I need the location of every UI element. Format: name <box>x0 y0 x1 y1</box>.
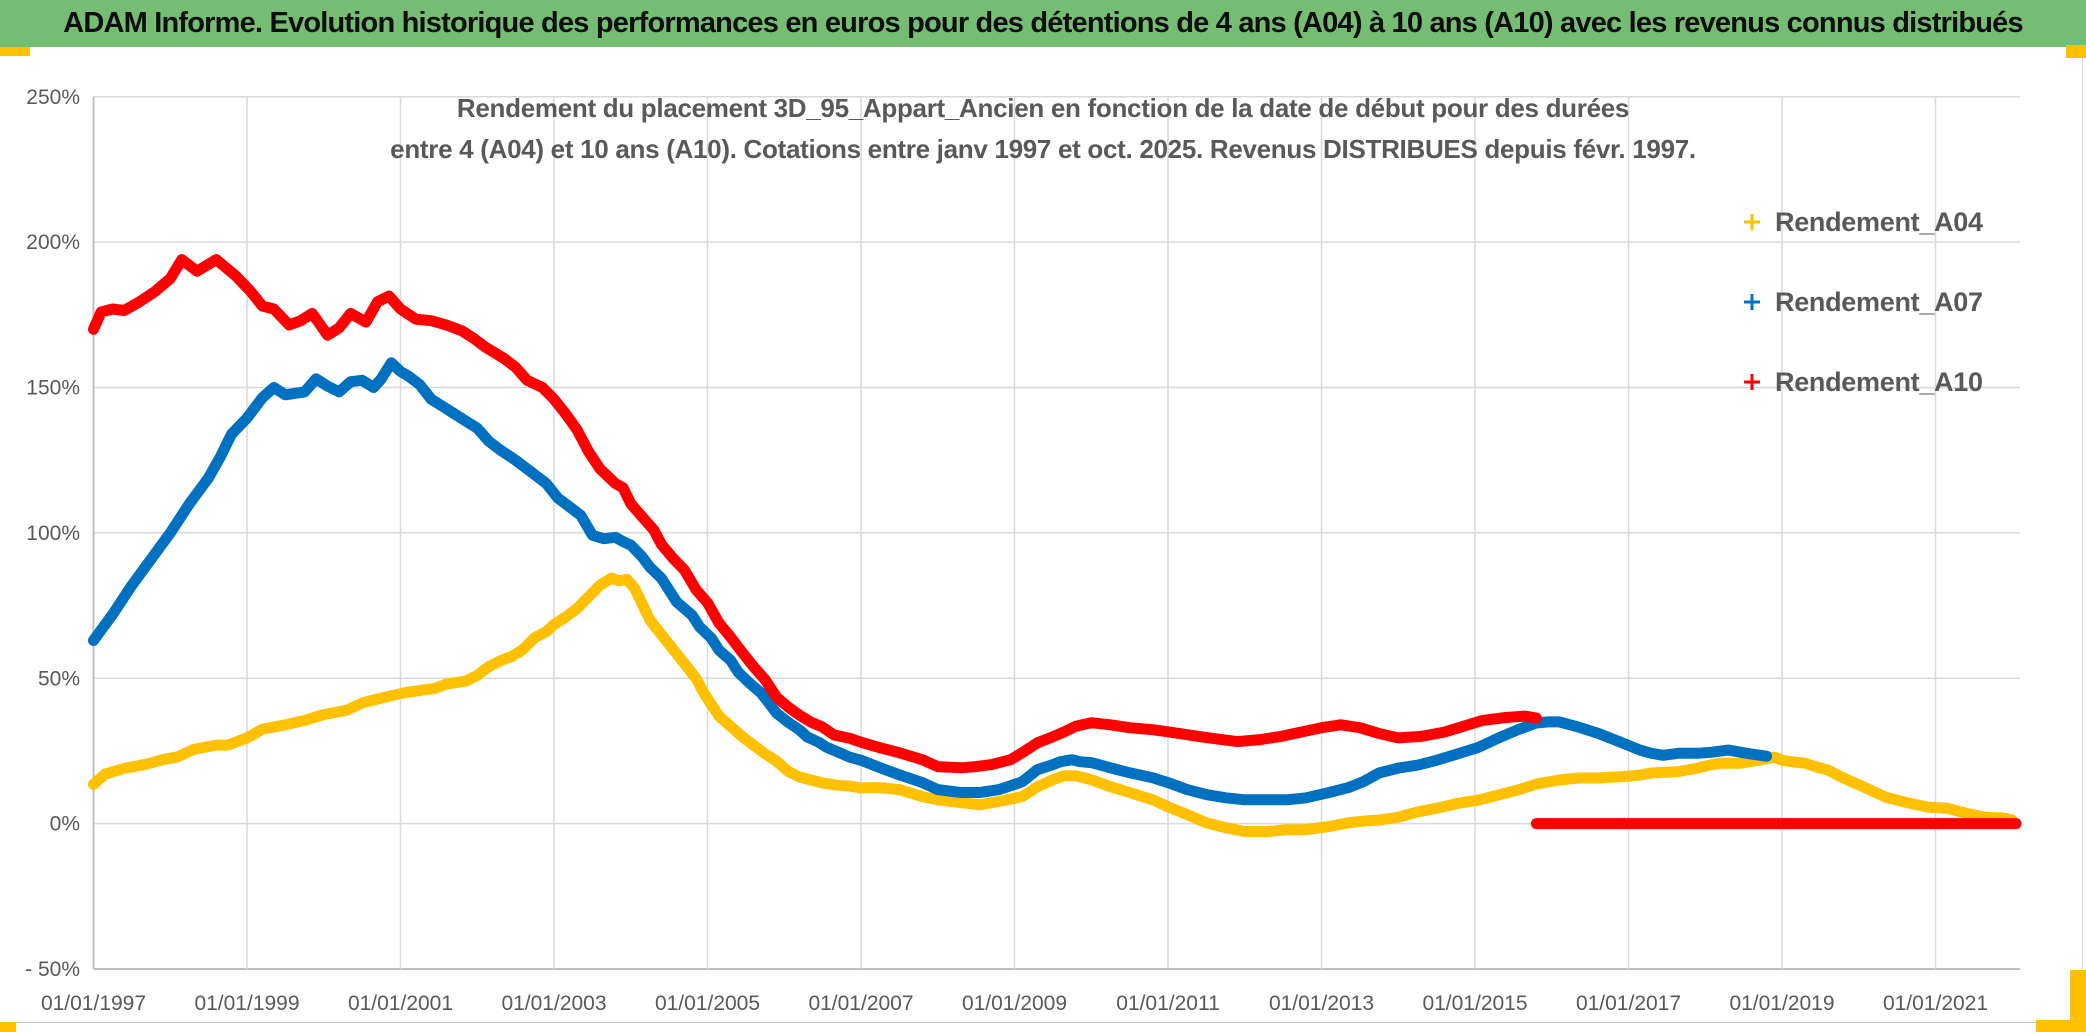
sheet-title-banner: ADAM Informe. Evolution historique des p… <box>0 0 2086 47</box>
sheet-title-text: ADAM Informe. Evolution historique des p… <box>63 7 2023 39</box>
gold-border-accent-bottom-left <box>0 1022 16 1032</box>
y-axis-tick-label: 0% <box>50 813 80 836</box>
legend-item-rendement-a04[interactable]: Rendement_A04 <box>1742 205 1983 239</box>
legend-label-a10: Rendement_A10 <box>1775 366 1983 397</box>
legend-item-rendement-a10[interactable]: Rendement_A10 <box>1742 365 1983 399</box>
legend-item-rendement-a07[interactable]: Rendement_A07 <box>1742 285 1983 319</box>
x-axis-tick-label: 01/01/2017 <box>1576 992 1681 1015</box>
chart-legend: Rendement_A04 Rendement_A07 Rendement_A1… <box>1742 205 1983 445</box>
legend-label-a04: Rendement_A04 <box>1775 206 1983 237</box>
gold-border-accent-top-right <box>2066 45 2086 58</box>
plus-marker-icon-a07 <box>1744 294 1760 310</box>
x-axis-tick-label: 01/01/2005 <box>655 992 760 1015</box>
x-axis-tick-label: 01/01/2015 <box>1422 992 1527 1015</box>
plus-marker-icon-a10 <box>1744 374 1760 390</box>
y-axis-tick-label: 150% <box>26 377 80 400</box>
chart-background <box>0 55 2081 1021</box>
x-axis-tick-label: 01/01/2011 <box>1116 992 1220 1015</box>
y-axis-tick-label: 250% <box>26 86 80 109</box>
chart-title-line2: entre 4 (A04) et 10 ans (A10). Cotations… <box>390 134 1696 164</box>
series-rendement_a10 <box>88 254 1542 774</box>
y-axis-tick-label: 100% <box>26 522 80 545</box>
series-rendement_a04 <box>88 572 2018 837</box>
x-axis-tick-label: 01/01/2003 <box>501 992 606 1015</box>
x-axis-tick-label: 01/01/2007 <box>808 992 913 1015</box>
x-axis-tick-label: 01/01/2013 <box>1269 992 1374 1015</box>
y-axis-tick-label: 50% <box>38 667 80 690</box>
window-edge-line-right <box>2082 58 2083 1022</box>
gold-border-accent-bottom-right <box>2036 1020 2086 1032</box>
x-axis-tick-label: 01/01/2021 <box>1883 992 1988 1015</box>
gold-border-accent-top-left <box>0 47 30 56</box>
y-axis-tick-label: 200% <box>26 231 80 254</box>
series-rendement_a07 <box>88 357 1773 806</box>
x-axis-tick-label: 01/01/1997 <box>41 992 146 1015</box>
y-axis-tick-label: - 50% <box>25 958 80 981</box>
x-axis-tick-label: 01/01/2019 <box>1729 992 1834 1015</box>
chart-title-line1: Rendement du placement 3D_95_Appart_Anci… <box>456 93 1630 123</box>
x-axis-tick-label: 01/01/2001 <box>348 992 453 1015</box>
row-separator-line <box>0 1022 2086 1023</box>
legend-label-a07: Rendement_A07 <box>1775 286 1983 317</box>
gold-border-accent-right <box>2070 970 2086 1032</box>
plus-marker-icon-a04 <box>1744 214 1760 230</box>
x-axis-tick-label: 01/01/1999 <box>194 992 299 1015</box>
x-axis-tick-label: 01/01/2009 <box>962 992 1067 1015</box>
chart-title: Rendement du placement 3D_95_Appart_Anci… <box>0 88 2086 170</box>
